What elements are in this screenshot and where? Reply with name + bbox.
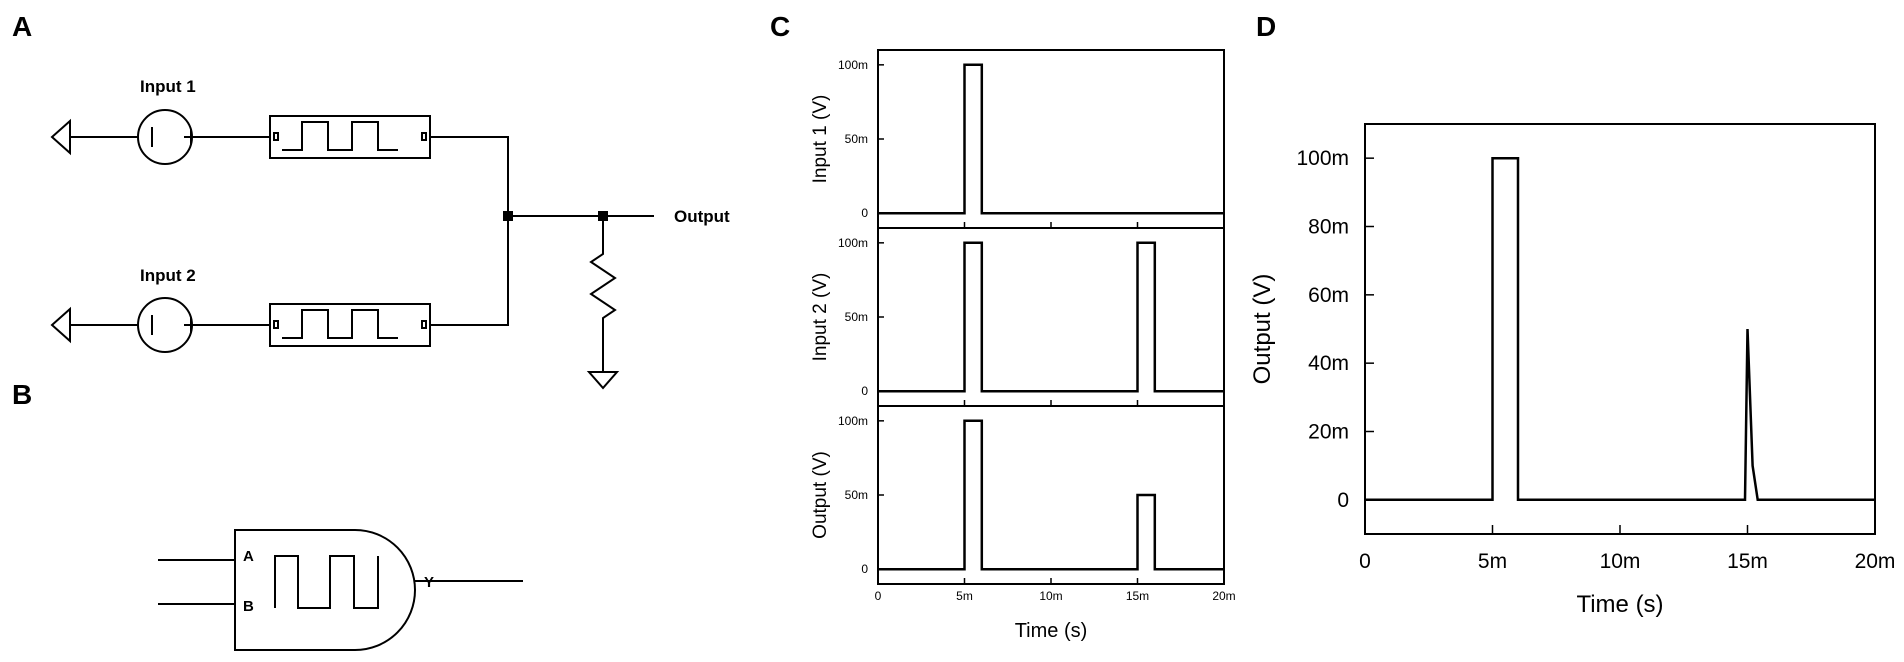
chart-4-ytick-label-3: 60m [1308, 284, 1349, 307]
chart-3-xtick-label-2: 10m [1039, 589, 1062, 603]
chart-2-ytick-label-2: 100m [838, 236, 868, 250]
chart-4-ytick-label-2: 40m [1308, 352, 1349, 375]
panel-a-letter: A [12, 11, 32, 42]
input1-label: Input 1 [140, 77, 196, 96]
chart-3-ytick-label-2: 100m [838, 414, 868, 428]
chart-1-series-line [878, 63, 1224, 215]
panel-c-chart-1: 0 50m 100m Input 1 (V) [810, 49, 1225, 229]
chart-1-ytick-label-0: 0 [861, 206, 868, 220]
input1-branch [50, 109, 509, 216]
input2-label: Input 2 [140, 266, 196, 285]
chart-3-ytick-label-0: 0 [861, 562, 868, 576]
chart-4-xtick-label-4: 20m [1855, 550, 1896, 573]
chart-3-xtick-label-1: 5m [956, 589, 973, 603]
panel-c-letter: C [770, 11, 790, 42]
chart-1-ytick-label-2: 100m [838, 58, 868, 72]
panel-b-letter: B [12, 379, 32, 410]
gate-label-b: B [243, 598, 254, 615]
logic-gate: A B Y [158, 529, 523, 651]
chart-2-series-line [878, 241, 1224, 393]
chart-2-ytick-label-0: 0 [861, 384, 868, 398]
chart-4-series-line [1365, 156, 1875, 502]
output-label: Output [674, 207, 730, 226]
circuit-schematic: Input 1 Input 2 Output [50, 77, 730, 390]
chart-c2-ylabel: Input 2 (V) [810, 273, 831, 362]
chart-4-ytick-label-1: 20m [1308, 421, 1349, 444]
ground-arrow-1-icon [50, 118, 71, 156]
gate-label-a: A [243, 548, 254, 565]
voltage-source-2-icon [137, 297, 193, 353]
chart-3-series-line [878, 419, 1224, 571]
chart-d-xlabel: Time (s) [1576, 591, 1663, 618]
chart-c1-frame [877, 49, 1225, 229]
chart-4-ytick-label-5: 100m [1296, 147, 1349, 170]
gate-body-icon [234, 529, 416, 651]
ground-arrow-2-icon [50, 306, 71, 344]
gate-pulse-icon [274, 555, 379, 609]
gate-label-y: Y [424, 574, 434, 591]
ground-icon [586, 371, 620, 390]
chart-3-ytick-label-1: 50m [845, 488, 868, 502]
chart-2-ytick-label-1: 50m [845, 310, 868, 324]
chart-3-xtick-label-0: 0 [875, 589, 882, 603]
pulse-generator-1-icon [269, 115, 431, 159]
chart-3-xtick-label-3: 15m [1126, 589, 1149, 603]
input2-branch [50, 216, 509, 353]
chart-4-xtick-label-1: 5m [1478, 550, 1507, 573]
chart-d-frame [1364, 123, 1876, 535]
chart-4-xtick-label-3: 15m [1727, 550, 1768, 573]
panel-d-letter: D [1256, 11, 1276, 42]
panel-c-chart-2: 0 50m 100m Input 2 (V) [810, 227, 1225, 407]
chart-c1-ylabel: Input 1 (V) [810, 95, 831, 184]
chart-1-ytick-label-1: 50m [845, 132, 868, 146]
chart-d-ylabel: Output (V) [1249, 274, 1276, 385]
chart-4-xtick-label-2: 10m [1600, 550, 1641, 573]
chart-4-ytick-label-4: 80m [1308, 216, 1349, 239]
chart-4-ytick-label-0: 0 [1337, 489, 1349, 512]
chart-c2-frame [877, 227, 1225, 407]
chart-3-xtick-label-4: 20m [1212, 589, 1235, 603]
panel-c-chart-3: 0 50m 100m 0 5m 10m 15m 20m Output (V) Time (s) [810, 405, 1236, 642]
voltage-source-1-icon [137, 109, 193, 165]
panel-d-chart: 0 20m 40m 60m 80m 100m 0 5m 10m 15m 20m Output (V)… [1249, 123, 1896, 618]
chart-c3-xlabel: Time (s) [1015, 620, 1088, 642]
resistor-icon [589, 216, 617, 372]
pulse-generator-2-icon [269, 303, 431, 347]
chart-c3-ylabel: Output (V) [810, 451, 831, 539]
junction-node-1 [503, 211, 513, 221]
chart-4-xtick-label-0: 0 [1359, 550, 1371, 573]
chart-c3-frame [877, 405, 1225, 585]
